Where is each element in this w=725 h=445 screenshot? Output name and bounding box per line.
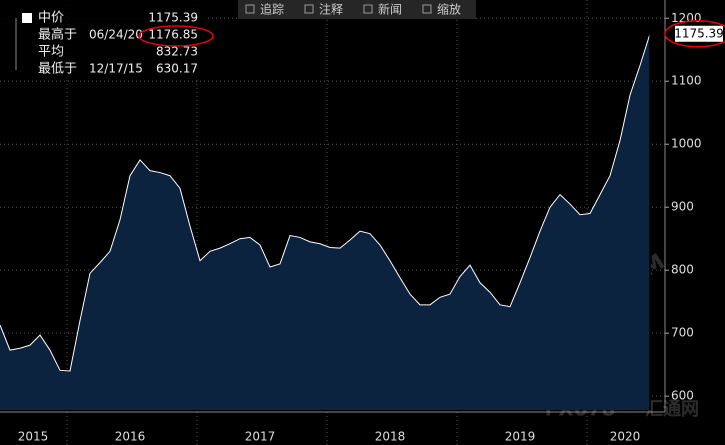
toolbar-icon [245,4,255,14]
line [0,33,651,372]
watermark: 汇通网 [645,399,699,420]
y-tick-label: 1100 [671,74,702,88]
y-tick-label: 1200 [671,11,702,25]
toolbar-button[interactable]: 追踪 [260,2,284,17]
legend-name: 最高于 [38,27,77,43]
x-tick-label: 2016 [115,430,146,444]
y-tick-label: 1000 [671,137,702,151]
x-tick-label: 2017 [245,430,276,444]
toolbar-button[interactable]: 缩放 [437,2,461,17]
y-tick-label: 900 [671,200,694,214]
legend-name: 中价 [38,11,64,26]
legend-value: 630.17 [156,62,198,76]
legend-value: 1176.85 [148,28,198,42]
area [0,33,650,410]
last-price-label: 1175.39 [674,26,724,40]
highlight-ellipse [138,25,214,47]
x-tick-label: 2018 [375,430,406,444]
x-tick-label: 2020 [610,430,641,444]
legend-name: 最低于 [38,62,77,77]
toolbar-button[interactable]: 新闻 [378,2,402,17]
y-tick-label: 800 [671,263,694,277]
highlight-ellipse [664,20,725,48]
legend-date: 06/24/20 [89,28,143,42]
legend-swatch [22,13,32,23]
legend-value: 832.73 [156,45,198,59]
legend-date: 12/17/15 [89,62,143,76]
legend-name: 平均 [38,45,64,60]
x-tick-label: 2015 [18,430,49,444]
y-tick-label: 600 [671,389,694,403]
toolbar-icon [363,4,373,14]
legend-panel [0,0,205,80]
x-tick-label: 2019 [505,430,536,444]
last-price-box [675,25,723,42]
toolbar-icon [304,4,314,14]
legend-value: 1175.39 [148,11,198,25]
toolbar-icon [422,4,432,14]
y-tick-label: 700 [671,326,694,340]
toolbar [238,0,476,19]
toolbar-button[interactable]: 注释 [319,2,343,17]
